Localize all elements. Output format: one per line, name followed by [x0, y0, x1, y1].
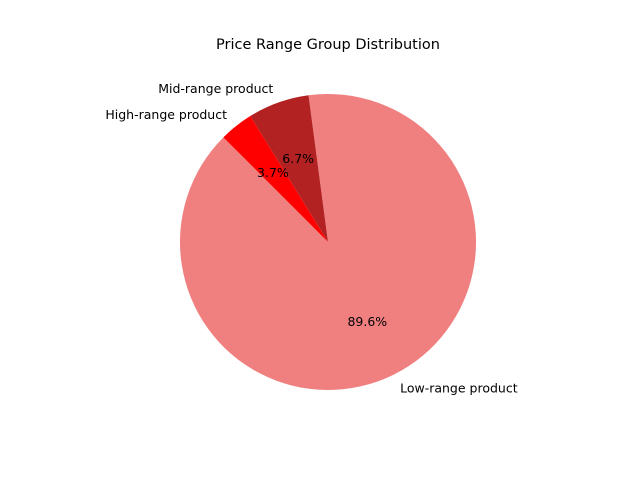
chart-title: Price Range Group Distribution	[216, 37, 440, 53]
slice-label-low-range-product: Low-range product	[400, 380, 518, 395]
slice-percent-low-range-product: 89.6%	[347, 314, 387, 329]
slice-label-mid-range-product: Mid-range product	[158, 81, 273, 96]
pie-slice-high-range-product	[223, 116, 328, 242]
pie-slice-low-range-product	[179, 94, 476, 391]
slice-percent-high-range-product: 3.7%	[257, 165, 289, 180]
pie-slice-mid-range-product	[250, 95, 328, 242]
slice-percent-mid-range-product: 6.7%	[282, 151, 314, 166]
pie-slices	[179, 94, 476, 391]
pie-labels: Low-range product 89.6% Mid-range product 6…	[105, 81, 517, 395]
slice-label-high-range-product: High-range product	[105, 107, 227, 122]
